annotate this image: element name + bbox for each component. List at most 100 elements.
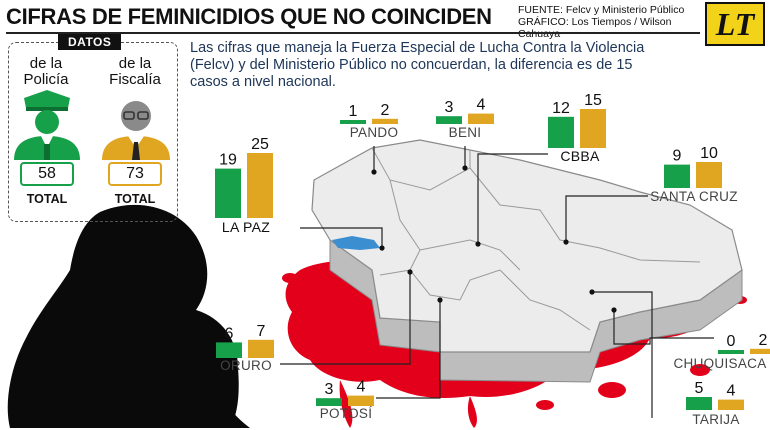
- bar-santa-cruz-fiscalia: [696, 162, 722, 188]
- dot-potosi: [437, 297, 443, 303]
- source-credit: FUENTE: Felcv y Ministerio Público: [518, 4, 685, 16]
- value-label-tarija-fiscalia: 4: [727, 383, 736, 400]
- grieving-woman-silhouette: [7, 204, 250, 428]
- value-label-la-paz-fiscalia: 25: [251, 136, 269, 153]
- bar-pando-policia: [340, 120, 366, 124]
- dot-lapaz: [379, 245, 385, 251]
- policia-total-label: TOTAL: [26, 192, 68, 206]
- value-label-santa-cruz-fiscalia: 10: [700, 145, 718, 162]
- policia-label: de la Policía: [16, 56, 76, 88]
- blood-drop-2: [690, 364, 710, 376]
- prosecutor-icon: [102, 101, 170, 160]
- blood-drip-1: [339, 380, 353, 428]
- bar-chuquisaca-fiscalia: [750, 348, 770, 354]
- police-officer-icon: [14, 90, 80, 160]
- bar-group-beni: 3 4 BENI: [436, 97, 494, 140]
- bar-group-tarija: 5 4 TARIJA: [686, 380, 744, 427]
- dot-scz: [563, 239, 569, 245]
- value-label-oruro-fiscalia: 7: [257, 323, 266, 340]
- dot-chuq: [611, 307, 617, 313]
- bar-group-pando: 1 2 PANDO: [340, 102, 398, 140]
- bar-oruro-fiscalia: [248, 339, 274, 358]
- intro-text: Las cifras que maneja la Fuerza Especial…: [190, 40, 645, 90]
- fiscalia-label-line1: de la: [118, 55, 152, 72]
- blood-drop-4: [536, 400, 554, 410]
- bar-group-cbba: 12 15 CBBA: [548, 92, 606, 164]
- department-label-cbba: CBBA: [560, 148, 600, 164]
- value-label-tarija-policia: 5: [695, 380, 704, 397]
- los-tiempos-logo: LT: [705, 2, 765, 46]
- bar-beni-policia: [436, 116, 462, 124]
- bar-potosi-fiscalia: [348, 395, 374, 406]
- fiscalia-label: de la Fiscalía: [100, 56, 170, 88]
- border-cbba: [419, 239, 521, 271]
- value-label-beni-fiscalia: 4: [477, 97, 486, 114]
- bar-beni-fiscalia: [468, 113, 494, 124]
- bar-group-oruro: 6 7 ORURO: [216, 323, 274, 373]
- department-label-beni: BENI: [449, 125, 482, 140]
- leader-lapaz: [300, 227, 383, 248]
- department-label-tarija: TARIJA: [692, 412, 739, 427]
- leader-tarija: [592, 291, 653, 418]
- blood-drip-2: [467, 396, 477, 428]
- department-label-potosi: POTOSÍ: [320, 406, 373, 421]
- value-label-pando-fiscalia: 2: [381, 102, 390, 119]
- dot-tarija: [589, 289, 595, 295]
- value-label-cbba-policia: 12: [552, 100, 570, 117]
- bar-group-santa-cruz: 9 10 SANTA CRUZ: [650, 145, 738, 204]
- department-label-pando: PANDO: [350, 125, 399, 140]
- bar-group-chuquisaca: 0 2 CHUQUISACA: [673, 332, 770, 371]
- lake-titicaca: [332, 236, 380, 250]
- bar-oruro-policia: [216, 342, 242, 358]
- fiscalia-total-label: TOTAL: [114, 192, 156, 206]
- blood-drop-3: [282, 273, 298, 283]
- policia-total-value: 58: [20, 162, 74, 186]
- bar-cbba-fiscalia: [580, 109, 606, 148]
- leader-cbba: [477, 153, 548, 244]
- fiscalia-label-line2: Fiscalía: [109, 71, 161, 88]
- border-potosi-chuq: [499, 269, 591, 331]
- value-label-santa-cruz-policia: 9: [673, 148, 682, 165]
- bar-cbba-policia: [548, 116, 574, 148]
- value-label-pando-policia: 1: [349, 103, 358, 120]
- bar-tarija-policia: [686, 397, 712, 410]
- department-label-chuquisaca: CHUQUISACA: [673, 356, 766, 371]
- datos-tag: DATOS: [58, 34, 122, 50]
- leader-chuq: [613, 310, 714, 345]
- value-label-chuquisaca-policia: 0: [727, 333, 736, 350]
- value-label-cbba-fiscalia: 15: [584, 92, 602, 109]
- map-top: [311, 139, 743, 353]
- dot-pando: [371, 169, 377, 175]
- credits: FUENTE: Felcv y Ministerio Público GRÁFI…: [518, 4, 698, 40]
- department-label-la-paz: LA PAZ: [222, 219, 270, 235]
- policia-label-line1: de la: [29, 55, 63, 72]
- leader-potosi: [376, 300, 441, 399]
- leader-oruro: [280, 272, 411, 365]
- bar-pando-fiscalia: [372, 118, 398, 124]
- bar-la-paz-policia: [215, 168, 241, 218]
- value-label-beni-policia: 3: [445, 99, 454, 116]
- value-label-oruro-policia: 6: [225, 325, 234, 342]
- bar-la-paz-fiscalia: [247, 153, 273, 218]
- bar-chuquisaca-policia: [718, 350, 744, 354]
- border-oruro: [409, 269, 501, 301]
- graphic-credit: GRÁFICO: Los Tiempos / Wilson Cahuaya: [518, 16, 672, 40]
- leader-lines: [280, 146, 714, 418]
- blood-drop-1: [598, 382, 626, 398]
- border-pando-beni: [371, 147, 471, 191]
- leader-scz: [565, 195, 648, 242]
- department-label-oruro: ORURO: [220, 358, 272, 373]
- department-label-santa-cruz: SANTA CRUZ: [650, 189, 738, 204]
- value-label-potosi-policia: 3: [325, 381, 334, 398]
- chart-title: CIFRAS DE FEMINICIDIOS QUE NO COINCIDEN: [6, 4, 492, 29]
- dot-beni: [462, 165, 468, 171]
- dot-oruro: [407, 269, 413, 275]
- bar-group-la-paz: 19 25 LA PAZ: [215, 136, 273, 235]
- bar-tarija-fiscalia: [718, 399, 744, 410]
- value-label-chuquisaca-fiscalia: 2: [759, 332, 768, 349]
- dot-cbba: [475, 241, 481, 247]
- value-label-la-paz-policia: 19: [219, 152, 237, 169]
